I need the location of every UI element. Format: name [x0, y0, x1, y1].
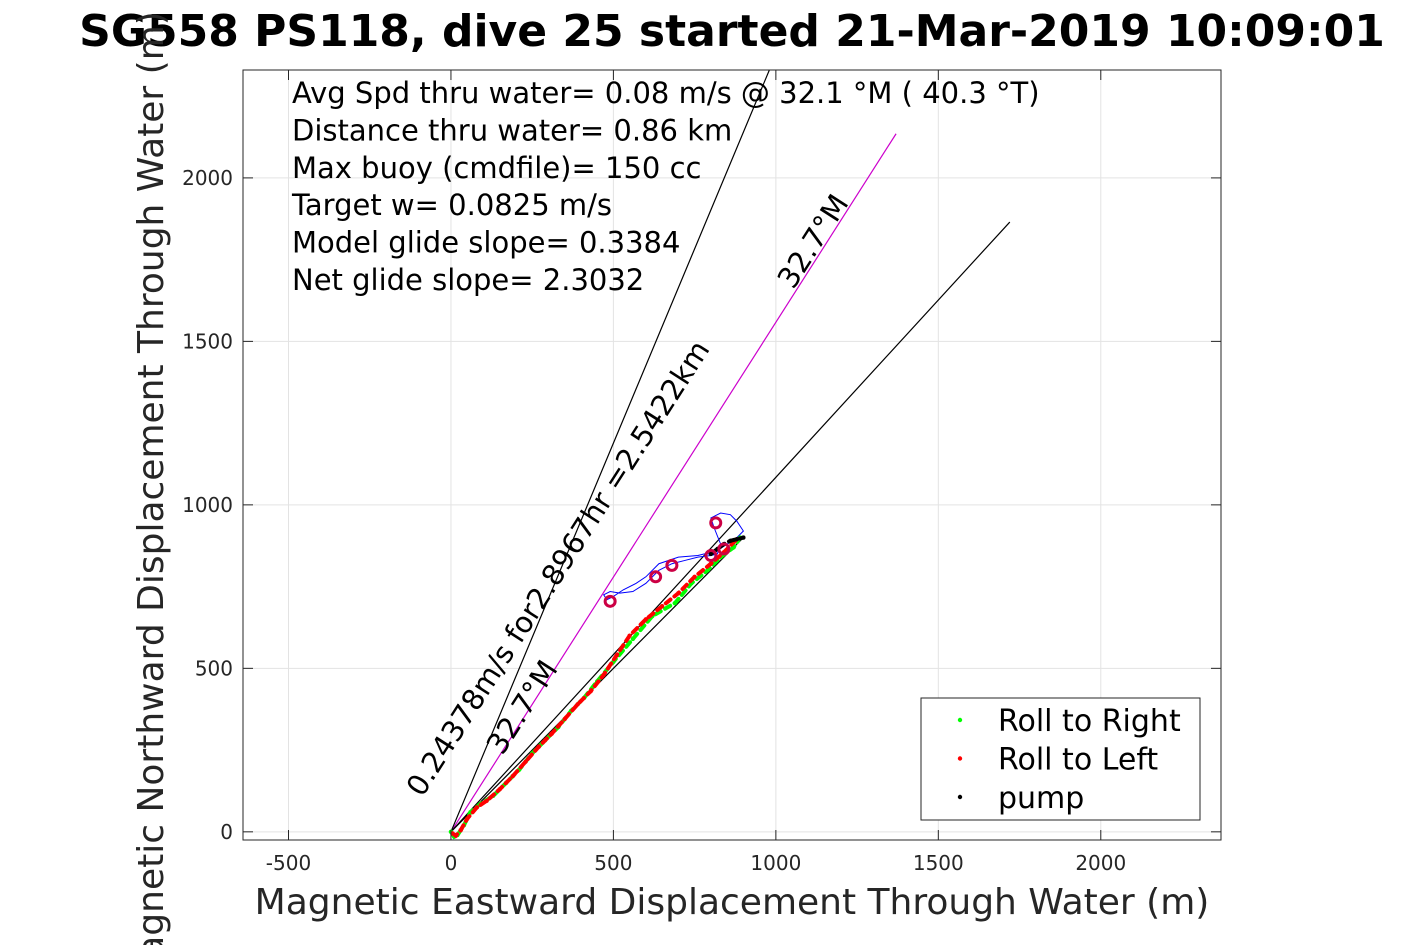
plot-frame: [242, 69, 1222, 841]
loop-marker: [704, 549, 718, 563]
text-block-line: Model glide slope= 0.3384: [292, 226, 680, 260]
data-point: [523, 759, 528, 764]
data-point: [708, 561, 714, 566]
text-block-line: Max buoy (cmdfile)= 150 cc: [292, 151, 701, 185]
x-tick-label: -500: [266, 851, 311, 875]
y-tick-label: 0: [220, 820, 233, 844]
loop-marker: [717, 542, 731, 556]
text-block-line: Distance thru water= 0.86 km: [292, 113, 732, 147]
data-point: [601, 672, 606, 678]
data-point: [474, 805, 480, 810]
data-point: [728, 538, 733, 544]
grid: [243, 70, 1221, 840]
legend-box: [920, 697, 1201, 821]
legend-label: pump: [998, 781, 1084, 816]
data-point: [734, 536, 740, 542]
y-tick-label: 500: [195, 656, 233, 680]
text-block-line: Avg Spd thru water= 0.08 m/s @ 32.1 °M (…: [292, 76, 1040, 110]
surface-track-line: [602, 512, 745, 601]
data-point: [484, 798, 489, 803]
data-point: [676, 590, 681, 596]
data-point: [453, 833, 459, 838]
data-point: [458, 827, 463, 833]
y-tick-label: 1000: [182, 493, 233, 517]
data-point: [536, 744, 541, 750]
data-point: [562, 716, 567, 722]
x-tick-label: 0: [445, 851, 458, 875]
data-point: [450, 831, 455, 836]
text-block-line: Target w= 0.0825 m/s: [291, 188, 612, 222]
data-point: [549, 731, 554, 736]
x-tick-label: 1000: [750, 851, 801, 875]
legend-marker: [957, 794, 963, 800]
chart-title: SG558 PS118, dive 25 started 21-Mar-2019…: [79, 6, 1385, 57]
loop-marker: [649, 570, 663, 584]
data-point: [659, 604, 665, 609]
y-tick-label: 1500: [182, 329, 233, 353]
reference-line: [450, 221, 1011, 833]
data-point: [575, 702, 580, 707]
annotations: Avg Spd thru water= 0.08 m/s @ 32.1 °M (…: [291, 76, 1040, 802]
data-point: [627, 633, 632, 638]
plot-points: [448, 516, 746, 840]
text-block-line: Net glide slope= 2.3032: [292, 263, 644, 297]
data-point: [497, 787, 502, 792]
loop-marker: [603, 594, 617, 608]
x-tick-label: 2000: [1075, 851, 1126, 875]
data-point: [630, 636, 636, 642]
x-tick-label: 500: [594, 851, 632, 875]
x-axis-label: Magnetic Eastward Displacement Through W…: [255, 882, 1210, 923]
data-point: [510, 774, 515, 779]
legend-marker: [957, 756, 963, 761]
y-axis-label: Magnetic Northward Displacement Through …: [131, 11, 172, 945]
data-point: [672, 600, 678, 606]
plot-lines: [450, 70, 1011, 833]
data-point: [614, 653, 619, 658]
data-point: [705, 568, 710, 573]
y-tick-label: 2000: [182, 166, 233, 190]
reference-line: [450, 70, 770, 833]
data-point: [464, 816, 470, 821]
data-point: [741, 535, 746, 540]
legend-label: Roll to Right: [998, 704, 1181, 739]
data-point: [692, 574, 697, 579]
series-line: [450, 537, 739, 839]
x-tick-label: 1500: [913, 851, 964, 875]
data-point: [588, 689, 593, 694]
axis-ticks: -500 0 500 1000 1500 2000 0 500 1000 1500 2000: [182, 70, 1221, 875]
loop-marker: [709, 516, 723, 530]
data-point: [643, 617, 649, 622]
legend-label: Roll to Left: [998, 743, 1158, 778]
data-point: [708, 551, 714, 557]
reference-line: [450, 133, 897, 833]
legend-marker: [957, 717, 963, 723]
loop-marker: [665, 558, 679, 572]
rotated-annotation: 32.7°M: [771, 188, 856, 294]
